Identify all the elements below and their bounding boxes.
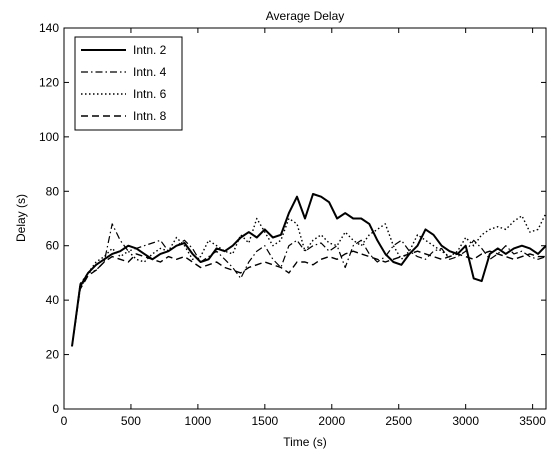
y-tick-label: 80 bbox=[46, 184, 60, 198]
y-tick-label: 40 bbox=[46, 293, 60, 307]
x-tick-label: 0 bbox=[61, 414, 68, 428]
x-tick-label: 500 bbox=[121, 414, 141, 428]
y-tick-label: 100 bbox=[39, 130, 59, 144]
series-lines bbox=[71, 193, 547, 347]
legend-label: Intn. 2 bbox=[133, 43, 167, 57]
x-tick-label: 2500 bbox=[385, 414, 412, 428]
legend-label: Intn. 4 bbox=[133, 65, 167, 79]
x-axis-label: Time (s) bbox=[283, 435, 327, 449]
axis-ticks: 0 500 1000 1500 2000 2500 3000 3500 0 20 40 60 80 100… bbox=[39, 21, 546, 428]
chart-title: Average Delay bbox=[266, 9, 345, 23]
x-tick-label: 2000 bbox=[318, 414, 345, 428]
y-axis-label: Delay (s) bbox=[14, 194, 28, 242]
y-tick-label: 60 bbox=[46, 239, 60, 253]
legend-box bbox=[74, 36, 183, 131]
y-tick-label: 0 bbox=[52, 402, 59, 416]
legend-label: Intn. 8 bbox=[133, 109, 167, 123]
series-line-3 bbox=[71, 212, 547, 347]
legend: Intn. 2 Intn. 4 Intn. 6 Intn. 8 bbox=[74, 36, 183, 131]
x-tick-label: 1000 bbox=[185, 414, 212, 428]
x-tick-label: 3500 bbox=[519, 414, 546, 428]
x-tick-label: 1500 bbox=[251, 414, 278, 428]
y-tick-label: 120 bbox=[39, 75, 59, 89]
series-line-2 bbox=[71, 223, 547, 347]
y-tick-label: 140 bbox=[39, 21, 59, 35]
legend-label: Intn. 6 bbox=[133, 87, 167, 101]
series-line-4 bbox=[71, 250, 546, 347]
y-tick-label: 20 bbox=[46, 348, 60, 362]
x-tick-label: 3000 bbox=[452, 414, 479, 428]
